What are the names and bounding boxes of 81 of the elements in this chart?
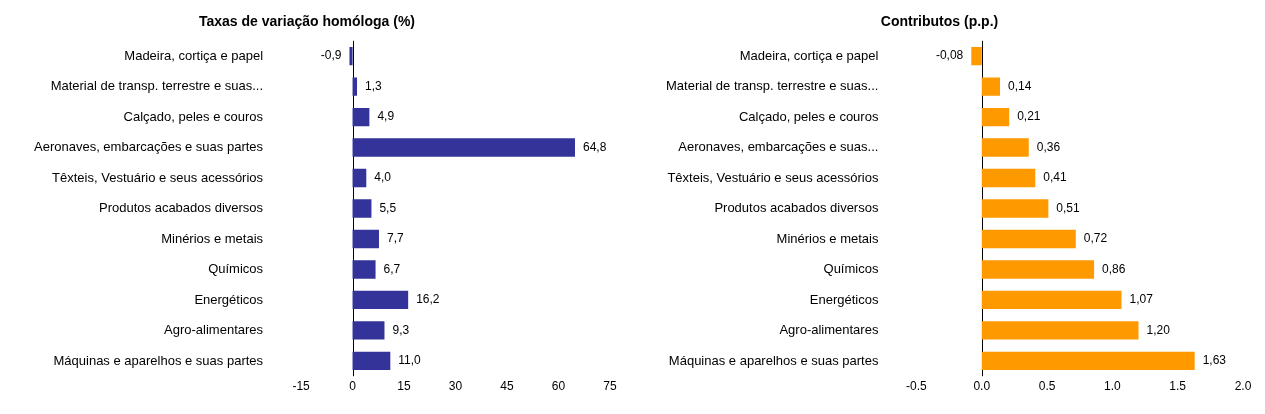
data-label: 9,3 bbox=[392, 322, 410, 337]
bar bbox=[352, 260, 376, 279]
x-tick-label: 45 bbox=[500, 378, 515, 393]
bar bbox=[352, 351, 391, 371]
y-tick-label: Máquinas e aparelhos e suas partes bbox=[53, 352, 264, 368]
y-tick-label: Têxteis, Vestuário e seus acessórios bbox=[52, 169, 264, 185]
data-label: 4,9 bbox=[377, 109, 395, 124]
bar bbox=[971, 46, 982, 66]
y-tick-label: Material de transp. terrestre e suas... bbox=[50, 78, 264, 94]
x-tick-label: -15 bbox=[292, 378, 311, 393]
data-label: 1,20 bbox=[1146, 322, 1171, 337]
y-tick-label: Aeronaves, embarcações e suas partes bbox=[33, 139, 264, 155]
y-tick-label: Têxteis, Vestuário e seus acessórios bbox=[667, 169, 879, 185]
data-label: 0,51 bbox=[1056, 200, 1081, 215]
data-label: 1,07 bbox=[1129, 292, 1154, 307]
x-tick-label: 2.0 bbox=[1234, 378, 1252, 393]
y-tick-label: Madeira, cortiça e papel bbox=[739, 47, 879, 63]
data-label: 6,7 bbox=[383, 261, 401, 276]
bar bbox=[981, 290, 1122, 310]
bar bbox=[981, 321, 1139, 340]
y-tick-label: Produtos acabados diversos bbox=[714, 200, 879, 216]
y-tick-label: Agro-alimentares bbox=[779, 322, 879, 338]
x-tick-label: 30 bbox=[448, 378, 463, 393]
bar bbox=[981, 199, 1049, 218]
data-label: -0,08 bbox=[935, 48, 964, 63]
bar bbox=[352, 107, 370, 127]
y-tick-label: Calçado, peles e couros bbox=[738, 108, 879, 124]
x-tick-label: 75 bbox=[603, 378, 617, 393]
x-tick-label: 0 bbox=[349, 378, 357, 393]
bar bbox=[352, 138, 575, 157]
x-tick-label: 15 bbox=[397, 378, 412, 393]
y-tick-label: Produtos acabados diversos bbox=[99, 200, 264, 216]
y-tick-label: Químicos bbox=[208, 261, 264, 277]
bar bbox=[981, 351, 1195, 371]
bar bbox=[352, 168, 367, 188]
bar bbox=[981, 107, 1010, 127]
bar bbox=[352, 290, 409, 310]
data-label: 0,72 bbox=[1083, 231, 1108, 246]
data-label: 5,5 bbox=[379, 200, 397, 215]
y-tick-label: Madeira, cortiça e papel bbox=[124, 47, 264, 63]
data-label: 0,86 bbox=[1102, 261, 1126, 276]
x-tick-label: 0.5 bbox=[1038, 378, 1056, 393]
chart-title: Taxas de variação homóloga (%) bbox=[198, 13, 416, 30]
bar bbox=[981, 77, 1001, 96]
bar bbox=[352, 229, 379, 249]
data-label: 1,63 bbox=[1202, 353, 1227, 368]
data-label: 16,2 bbox=[416, 292, 440, 307]
data-label: 0,36 bbox=[1036, 139, 1061, 154]
data-label: 7,7 bbox=[386, 231, 404, 246]
y-tick-label: Material de transp. terrestre e suas... bbox=[665, 78, 879, 94]
data-label: -0,9 bbox=[320, 48, 342, 63]
y-tick-label: Minérios e metais bbox=[776, 230, 879, 246]
y-tick-label: Químicos bbox=[823, 261, 879, 277]
y-tick-label: Minérios e metais bbox=[161, 230, 264, 246]
y-tick-label: Energéticos bbox=[194, 291, 264, 307]
y-tick-label: Energéticos bbox=[809, 291, 879, 307]
y-tick-label: Máquinas e aparelhos e suas partes bbox=[668, 352, 879, 368]
bar bbox=[352, 77, 358, 96]
data-label: 11,0 bbox=[398, 353, 422, 368]
bar bbox=[981, 229, 1076, 249]
bar bbox=[352, 199, 372, 218]
y-tick-label: Calçado, peles e couros bbox=[123, 108, 264, 124]
bar bbox=[981, 138, 1029, 157]
data-label: 4,0 bbox=[374, 170, 392, 185]
x-tick-label: 60 bbox=[551, 378, 566, 393]
y-tick-label: Aeronaves, embarcações e suas... bbox=[678, 139, 879, 155]
data-label: 64,8 bbox=[582, 139, 607, 154]
data-label: 1,3 bbox=[365, 78, 383, 93]
bar bbox=[349, 46, 353, 66]
data-label: 0,14 bbox=[1008, 78, 1032, 93]
data-label: 0,21 bbox=[1017, 109, 1041, 124]
x-tick-label: -0.5 bbox=[906, 378, 928, 393]
x-tick-label: 0.0 bbox=[973, 378, 991, 393]
y-tick-label: Agro-alimentares bbox=[164, 322, 264, 338]
data-label: 0,41 bbox=[1043, 170, 1067, 185]
bar bbox=[981, 168, 1036, 188]
chart-title: Contributos (p.p.) bbox=[880, 13, 999, 30]
x-tick-label: 1.5 bbox=[1169, 378, 1187, 393]
x-tick-label: 1.0 bbox=[1104, 378, 1122, 393]
bar bbox=[981, 260, 1095, 279]
bar bbox=[352, 321, 385, 340]
